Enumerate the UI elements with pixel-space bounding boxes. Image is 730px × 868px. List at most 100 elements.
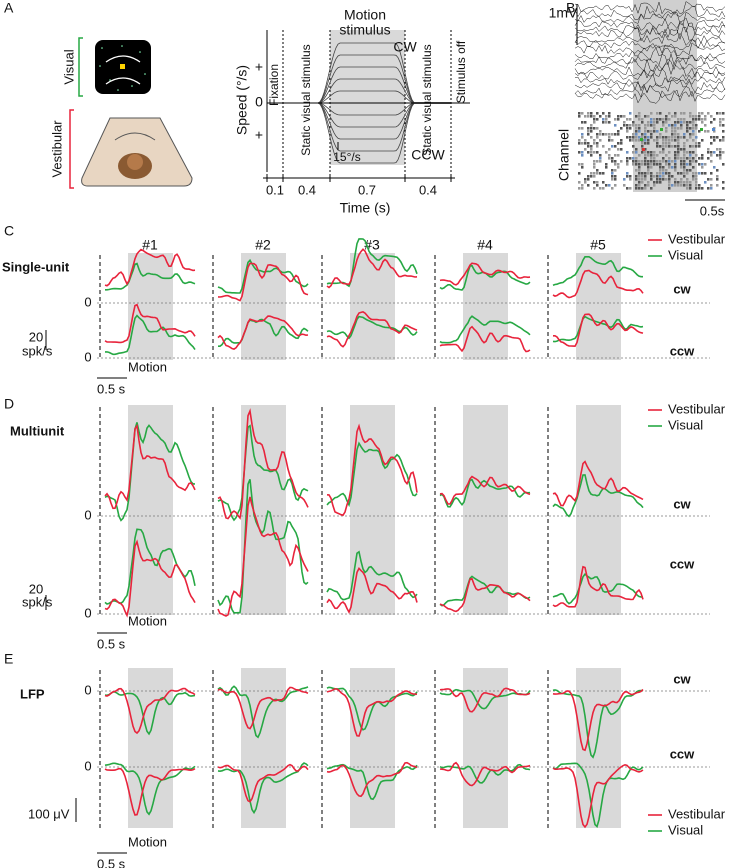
raster-tick: [701, 157, 704, 160]
raster-tick: [671, 130, 674, 133]
raster-tick: [608, 184, 611, 187]
raster-tick: [716, 154, 719, 157]
raw-trace: [574, 42, 726, 56]
raster-tick: [665, 172, 668, 175]
raster-tick: [650, 166, 653, 169]
raw-trace: [574, 89, 726, 104]
panel-label: C: [4, 223, 14, 239]
raster-tick: [668, 184, 671, 187]
raster-tick: [614, 133, 617, 136]
motion-period: [350, 253, 395, 360]
response-trace: [552, 269, 644, 299]
raster-tick: [617, 148, 620, 151]
raster-tick: [719, 112, 722, 115]
raster-tick: [695, 184, 698, 187]
raster-tick: [665, 130, 668, 133]
raster-highlight: [712, 128, 715, 131]
raster-tick: [629, 112, 632, 115]
raw-trace: [574, 68, 726, 84]
raster-tick: [599, 154, 602, 157]
raster-tick: [635, 175, 638, 178]
raster-tick: [674, 130, 677, 133]
raster-tick: [629, 124, 632, 127]
legend-label: Vestibular: [668, 231, 726, 246]
raster-tick: [659, 112, 662, 115]
raster-tick: [692, 172, 695, 175]
raw-trace: [574, 27, 726, 42]
legend-label: Vestibular: [668, 806, 726, 821]
raster-tick: [602, 172, 605, 175]
raster-tick: [701, 187, 704, 190]
raster-tick: [599, 133, 602, 136]
raster-tick: [686, 139, 689, 142]
raster-tick: [644, 136, 647, 139]
raster-tick: [608, 154, 611, 157]
raster-tick: [713, 166, 716, 169]
raster-tick: [668, 178, 671, 181]
raster-tick: [578, 181, 581, 184]
raster-tick: [659, 169, 662, 172]
raster-tick: [704, 172, 707, 175]
raster-tick: [695, 115, 698, 118]
raster-tick: [638, 112, 641, 115]
raster-tick: [635, 139, 638, 142]
row-title: Single-unit: [2, 259, 70, 274]
subject-face: [127, 154, 143, 170]
raster-tick: [668, 181, 671, 184]
raster-tick: [620, 148, 623, 151]
raster-tick: [722, 136, 725, 139]
raster-tick: [722, 181, 725, 184]
raster-tick: [692, 166, 695, 169]
raster-tick: [662, 169, 665, 172]
raster-tick: [587, 112, 590, 115]
raster-tick: [605, 115, 608, 118]
duration-label: 0.7: [358, 182, 376, 197]
raster-tick: [677, 145, 680, 148]
raster-tick: [611, 157, 614, 160]
raster-tick: [584, 139, 587, 142]
raster-tick: [659, 136, 662, 139]
raster-tick: [617, 118, 620, 121]
raster-tick: [686, 124, 689, 127]
raster-tick: [662, 139, 665, 142]
raster-tick: [683, 181, 686, 184]
raster-tick: [602, 187, 605, 190]
response-trace: [439, 575, 531, 607]
response-trace: [105, 262, 196, 291]
raster-tick: [626, 118, 629, 121]
raster-tick: [617, 154, 620, 157]
raster-tick: [686, 178, 689, 181]
motion-label: Motion: [128, 834, 167, 849]
fixation-point: [120, 64, 125, 69]
raster-tick: [641, 187, 644, 190]
response-trace: [326, 441, 418, 508]
raster-tick: [590, 175, 593, 178]
raster-tick: [704, 124, 707, 127]
raster-tick: [722, 187, 725, 190]
time-scale-label: 0.5 s: [97, 636, 126, 651]
raster-tick: [590, 124, 593, 127]
raster-tick: [698, 172, 701, 175]
raster-tick: [593, 142, 596, 145]
raster-tick: [581, 121, 584, 124]
raster-tick: [668, 112, 671, 115]
raster-tick: [653, 124, 656, 127]
raster-tick: [584, 148, 587, 151]
raster-tick: [587, 127, 590, 130]
raster-tick: [611, 187, 614, 190]
raster-tick: [683, 145, 686, 148]
raster-tick: [695, 127, 698, 130]
raster-tick: [593, 121, 596, 124]
raster-tick: [719, 151, 722, 154]
raster-tick: [638, 166, 641, 169]
raster-tick: [587, 130, 590, 133]
raster-tick: [698, 184, 701, 187]
raster-tick: [593, 139, 596, 142]
raster-tick: [635, 124, 638, 127]
raster-tick: [644, 178, 647, 181]
raster-tick: [659, 145, 662, 148]
raster-tick: [689, 187, 692, 190]
raster-tick: [698, 157, 701, 160]
raster-tick: [686, 157, 689, 160]
raster-tick: [674, 154, 677, 157]
